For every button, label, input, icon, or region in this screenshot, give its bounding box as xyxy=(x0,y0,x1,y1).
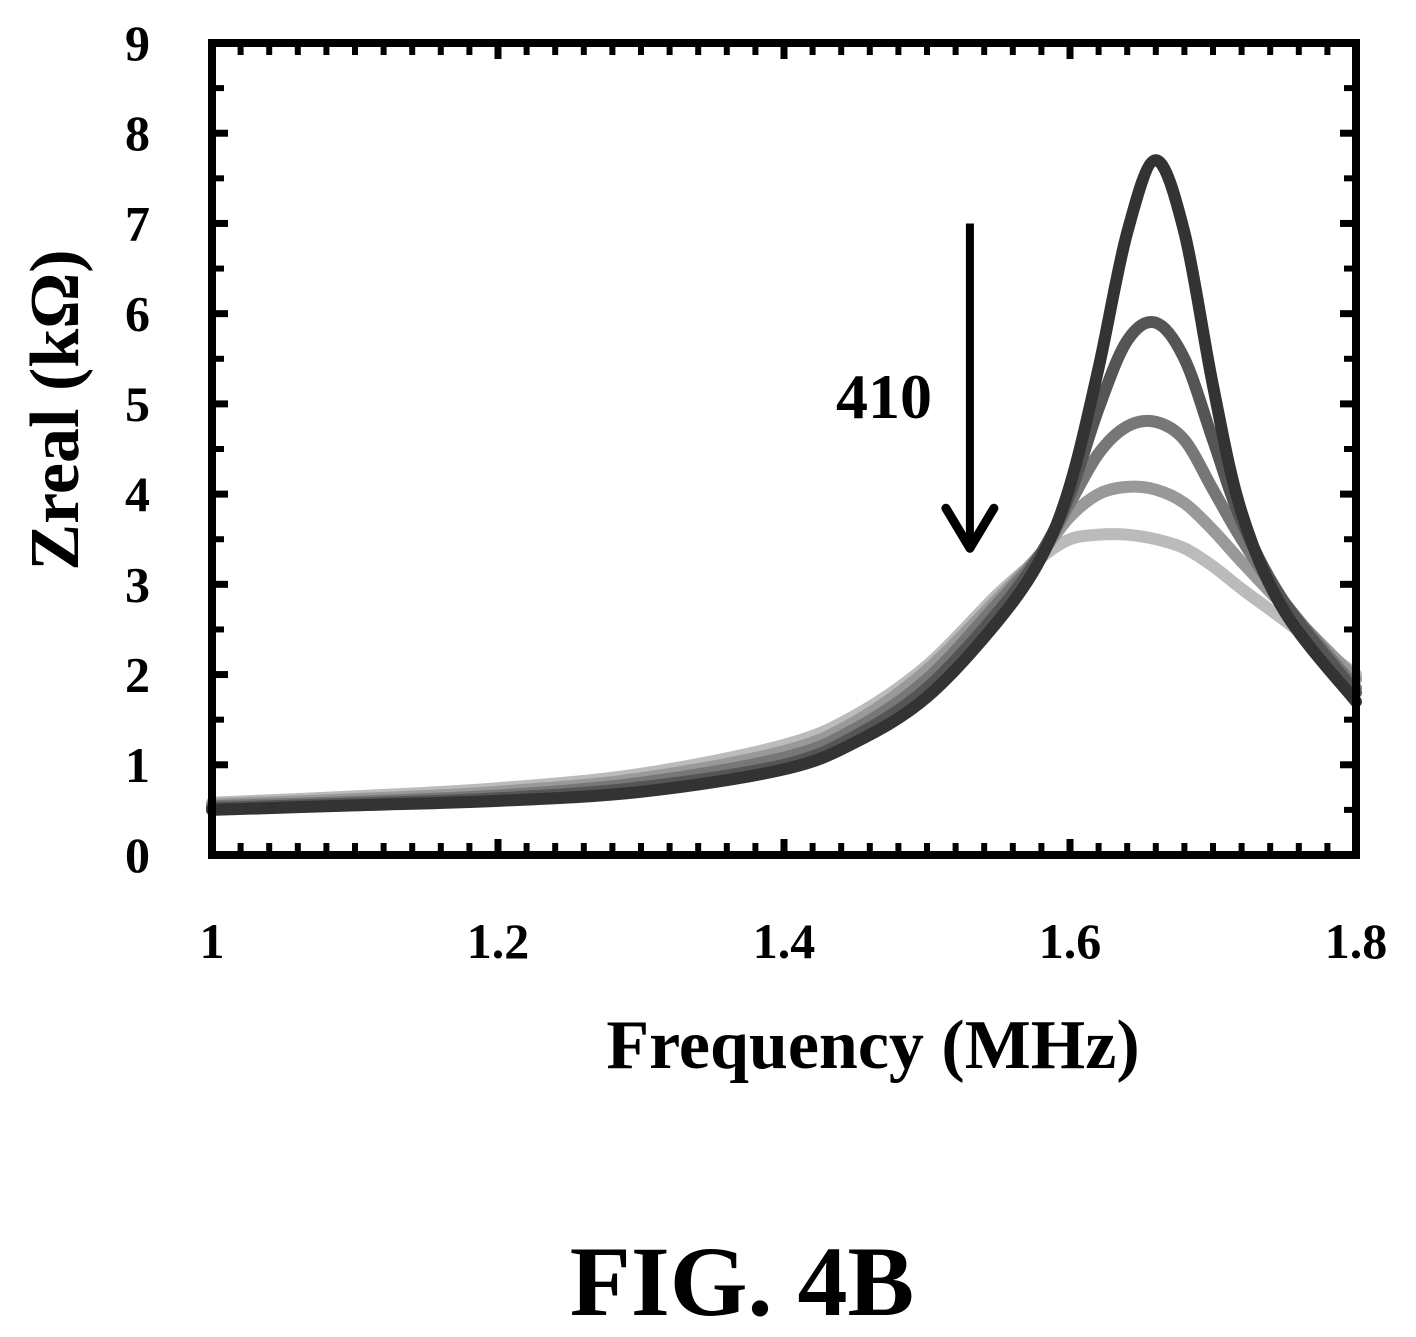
x-tick-label: 1.8 xyxy=(1325,913,1388,969)
y-tick-label: 0 xyxy=(125,827,150,883)
y-tick-label: 4 xyxy=(125,466,150,522)
series-lines xyxy=(206,154,1362,816)
x-tick-label: 1.6 xyxy=(1039,913,1102,969)
y-tick-label: 3 xyxy=(125,556,150,612)
x-axis-title: Frequency (MHz) xyxy=(606,1007,1139,1084)
y-axis-title: Zreal (kΩ) xyxy=(17,249,94,570)
figure-caption: FIG. 4B xyxy=(570,1226,914,1337)
y-tick-label: 8 xyxy=(125,105,150,161)
series-line xyxy=(206,316,1362,815)
x-tick-label: 1 xyxy=(200,913,225,969)
annotation-label: 410 xyxy=(836,361,932,432)
y-tick-label: 1 xyxy=(125,737,150,793)
annotation-arrow-head xyxy=(941,503,999,553)
series-line xyxy=(206,154,1362,816)
y-tick-label: 7 xyxy=(125,195,150,251)
y-tick-label: 2 xyxy=(125,647,150,703)
annotation: 410 xyxy=(836,223,999,553)
y-tick-label: 5 xyxy=(125,376,150,432)
x-tick-label: 1.2 xyxy=(467,913,530,969)
y-ticks: 0 1 2 3 4 5 6 7 8 9 xyxy=(125,15,1356,883)
plot-frame xyxy=(208,39,1360,859)
x-tick-label: 1.4 xyxy=(753,913,816,969)
x-ticks: 1 1.2 1.4 1.6 1.8 xyxy=(200,43,1388,969)
y-tick-label: 9 xyxy=(125,15,150,71)
y-tick-label: 6 xyxy=(125,286,150,342)
